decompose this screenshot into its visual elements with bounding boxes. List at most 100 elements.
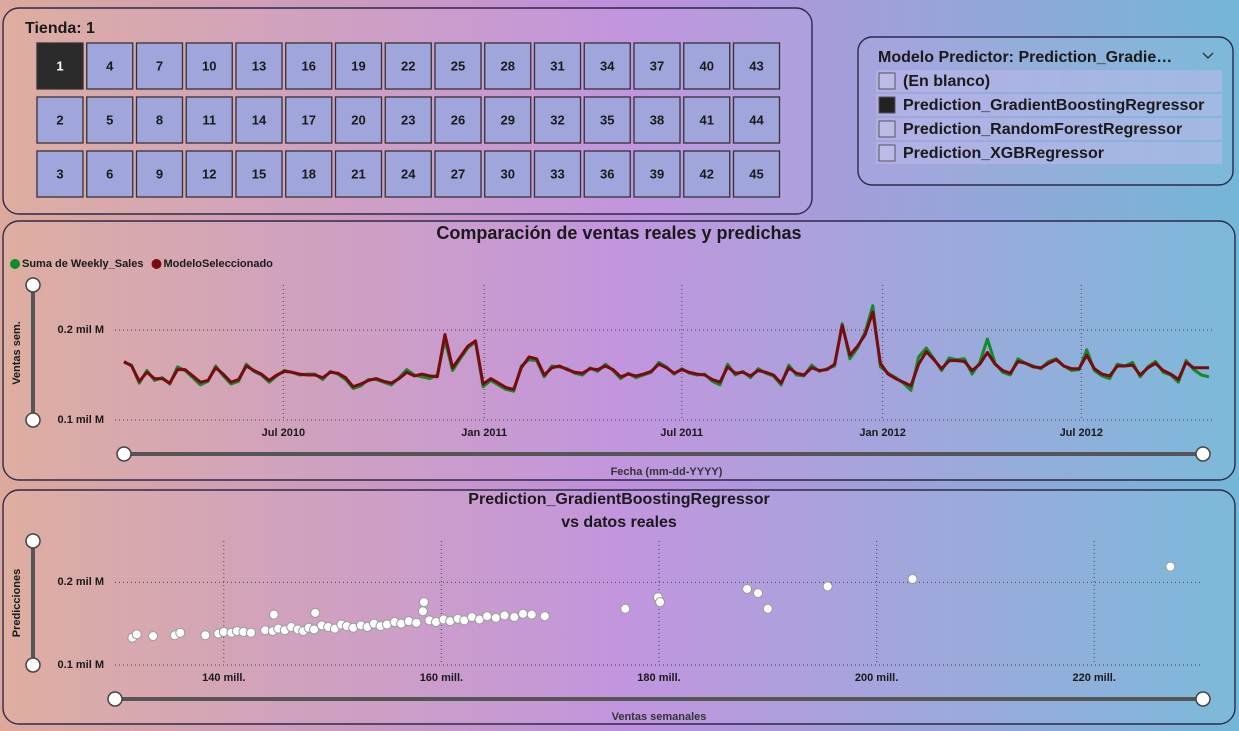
store-button[interactable]: 12 bbox=[185, 150, 233, 198]
store-button[interactable]: 9 bbox=[135, 150, 184, 198]
store-button-box bbox=[285, 150, 333, 198]
scatter-point bbox=[482, 611, 493, 622]
store-button[interactable]: 10 bbox=[185, 42, 233, 90]
scatter-point bbox=[131, 629, 142, 640]
store-button[interactable]: 16 bbox=[285, 42, 333, 90]
store-button[interactable]: 19 bbox=[334, 42, 383, 90]
store-button[interactable]: 3 bbox=[36, 150, 84, 198]
y-tick-label: 0.2 mil M bbox=[58, 324, 104, 336]
store-button-box bbox=[185, 96, 233, 144]
dropdown-title[interactable]: Modelo Predictor: Prediction_Gradie… bbox=[878, 49, 1172, 66]
store-button[interactable]: 36 bbox=[583, 150, 631, 198]
store-button[interactable]: 35 bbox=[583, 96, 631, 144]
store-button-box bbox=[86, 42, 134, 90]
store-button[interactable]: 4 bbox=[86, 42, 134, 90]
store-button-label: 19 bbox=[351, 58, 365, 73]
store-button[interactable]: 1 bbox=[36, 42, 84, 90]
option-row bbox=[876, 94, 1222, 116]
store-button-label: 28 bbox=[501, 58, 515, 73]
store-button-box bbox=[633, 150, 681, 198]
model-option[interactable]: Prediction_GradientBoostingRegressor bbox=[876, 94, 1222, 116]
x-axis-title: Ventas semanales bbox=[612, 711, 707, 723]
slider-knob[interactable] bbox=[107, 691, 123, 707]
store-button-box bbox=[484, 42, 532, 90]
store-button-box bbox=[135, 42, 184, 90]
store-button-box bbox=[36, 96, 84, 144]
store-button[interactable]: 24 bbox=[384, 150, 432, 198]
slider-knob[interactable] bbox=[25, 533, 41, 549]
store-button[interactable]: 6 bbox=[86, 150, 134, 198]
store-button-label: 31 bbox=[550, 58, 564, 73]
store-button[interactable]: 14 bbox=[235, 96, 283, 144]
slider-knob[interactable] bbox=[1195, 446, 1211, 462]
store-button[interactable]: 17 bbox=[285, 96, 333, 144]
store-button[interactable]: 5 bbox=[86, 96, 134, 144]
scatter-point bbox=[200, 630, 211, 641]
slider-knob[interactable] bbox=[1195, 691, 1211, 707]
store-button[interactable]: 25 bbox=[434, 42, 482, 90]
store-button-box bbox=[732, 96, 781, 144]
store-button-label: 38 bbox=[650, 112, 664, 127]
store-button-box bbox=[285, 42, 333, 90]
store-button[interactable]: 20 bbox=[334, 96, 383, 144]
store-button[interactable]: 39 bbox=[633, 150, 681, 198]
scatter-point bbox=[411, 617, 422, 628]
store-button[interactable]: 27 bbox=[434, 150, 482, 198]
slider-knob[interactable] bbox=[116, 446, 132, 462]
store-button[interactable]: 23 bbox=[384, 96, 432, 144]
store-button-label: 18 bbox=[302, 166, 316, 181]
store-button[interactable]: 7 bbox=[135, 42, 184, 90]
model-option[interactable]: Prediction_RandomForestRegressor bbox=[876, 118, 1222, 140]
y-tick-label: 0.2 mil M bbox=[58, 576, 104, 588]
store-button-label: 4 bbox=[106, 58, 114, 73]
scatter-point bbox=[309, 624, 320, 635]
store-button[interactable]: 13 bbox=[235, 42, 283, 90]
model-option[interactable]: Prediction_XGBRegressor bbox=[876, 142, 1222, 164]
store-button[interactable]: 44 bbox=[732, 96, 781, 144]
store-button[interactable]: 32 bbox=[533, 96, 582, 144]
store-button-box bbox=[633, 42, 681, 90]
store-button[interactable]: 21 bbox=[334, 150, 383, 198]
store-button[interactable]: 11 bbox=[185, 96, 233, 144]
store-button-box bbox=[86, 96, 134, 144]
store-button[interactable]: 43 bbox=[732, 42, 781, 90]
store-button-label: 12 bbox=[202, 166, 216, 181]
store-button[interactable]: 37 bbox=[633, 42, 681, 90]
store-button[interactable]: 8 bbox=[135, 96, 184, 144]
option-row bbox=[876, 142, 1222, 164]
store-button-label: 26 bbox=[451, 112, 465, 127]
option-checkbox bbox=[878, 96, 896, 114]
store-button[interactable]: 29 bbox=[484, 96, 532, 144]
store-button[interactable]: 38 bbox=[633, 96, 681, 144]
y-tick-label: 0.1 mil M bbox=[58, 659, 104, 671]
store-button[interactable]: 22 bbox=[384, 42, 432, 90]
line-panel bbox=[2, 220, 1236, 481]
slider-knob[interactable] bbox=[25, 657, 41, 673]
x-tick-label: 220 mill. bbox=[1072, 672, 1115, 684]
store-button[interactable]: 34 bbox=[583, 42, 631, 90]
dropdown-chevron[interactable] bbox=[1202, 52, 1214, 59]
store-button[interactable]: 42 bbox=[683, 150, 731, 198]
legend-label: ModeloSeleccionado bbox=[163, 258, 273, 270]
store-button[interactable]: 41 bbox=[683, 96, 731, 144]
store-button-box bbox=[484, 96, 532, 144]
scatter-point bbox=[268, 609, 279, 620]
store-button[interactable]: 33 bbox=[533, 150, 582, 198]
store-button[interactable]: 26 bbox=[434, 96, 482, 144]
y-axis-title: Predicciones bbox=[11, 569, 23, 637]
slider-knob[interactable] bbox=[25, 412, 41, 428]
scatter-point bbox=[762, 603, 773, 614]
model-option[interactable]: (En blanco) bbox=[876, 70, 1222, 92]
store-button[interactable]: 18 bbox=[285, 150, 333, 198]
slider-knob[interactable] bbox=[25, 277, 41, 293]
option-checkbox bbox=[878, 72, 896, 90]
store-button[interactable]: 40 bbox=[683, 42, 731, 90]
x-tick-label: 160 mill. bbox=[420, 672, 463, 684]
store-button[interactable]: 30 bbox=[484, 150, 532, 198]
store-button[interactable]: 28 bbox=[484, 42, 532, 90]
store-button[interactable]: 45 bbox=[732, 150, 781, 198]
store-button[interactable]: 2 bbox=[36, 96, 84, 144]
store-button-box bbox=[434, 150, 482, 198]
store-button[interactable]: 31 bbox=[533, 42, 582, 90]
store-button[interactable]: 15 bbox=[235, 150, 283, 198]
